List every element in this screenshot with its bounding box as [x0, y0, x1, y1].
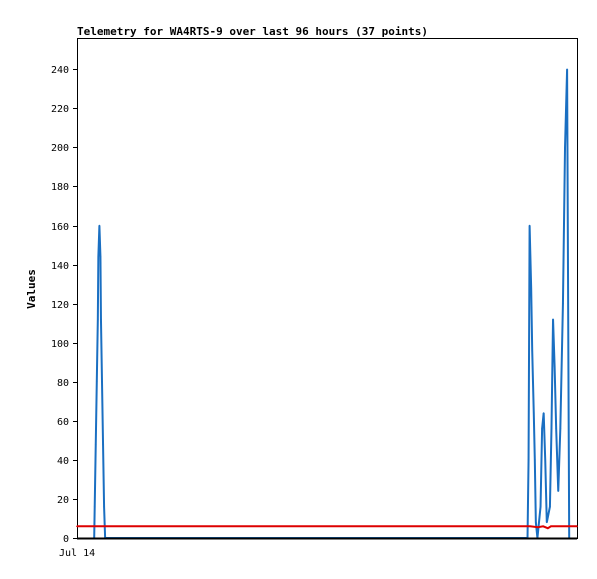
- y-tick-label: 180: [51, 182, 69, 193]
- data-point: [101, 380, 103, 383]
- data-point: [553, 365, 556, 367]
- y-tick-label: 240: [51, 65, 69, 76]
- data-point: [555, 427, 557, 430]
- data-point: [528, 224, 531, 227]
- y-tick-label: 160: [51, 222, 69, 233]
- data-point: [539, 505, 542, 508]
- y-tick-label: 60: [57, 417, 69, 428]
- data-point: [537, 526, 539, 529]
- plot-frame: [77, 38, 578, 539]
- y-tick-label: 140: [51, 261, 69, 272]
- data-point: [535, 521, 537, 524]
- x-tick-label: Jul 14: [59, 548, 95, 559]
- data-point: [530, 287, 532, 289]
- data-point: [562, 302, 564, 305]
- data-point: [99, 255, 102, 258]
- y-tick-label: 20: [57, 495, 69, 506]
- y-axis-label: Values: [25, 269, 38, 309]
- y-axis: 0 20 40 60 80 100 120 140 160 180 200 220 240: [51, 65, 77, 545]
- data-point: [549, 505, 551, 508]
- data-point: [102, 443, 104, 446]
- data-point: [541, 427, 543, 430]
- data-point: [550, 427, 553, 430]
- data-point: [94, 443, 97, 446]
- data-point: [557, 490, 560, 492]
- series-layer: [76, 68, 578, 539]
- data-point: [547, 527, 549, 530]
- series-line-1: [93, 69, 571, 539]
- y-tick-label: 200: [51, 143, 69, 154]
- data-point: [532, 412, 535, 414]
- data-point: [76, 525, 78, 528]
- data-point: [564, 146, 566, 149]
- data-point: [566, 68, 568, 71]
- y-tick-label: 40: [57, 456, 69, 467]
- data-point: [531, 349, 534, 352]
- data-point: [576, 525, 578, 528]
- data-point: [544, 459, 547, 461]
- data-point: [103, 505, 105, 508]
- data-point: [100, 318, 102, 321]
- y-tick-label: 220: [51, 104, 69, 115]
- data-point: [542, 412, 545, 414]
- y-tick-label: 0: [63, 534, 69, 545]
- data-point: [529, 525, 531, 528]
- x-axis: Jul 14: [59, 548, 95, 559]
- chart-title: Telemetry for WA4RTS-9 over last 96 hour…: [77, 25, 428, 38]
- data-point: [552, 318, 554, 321]
- data-point: [97, 255, 100, 258]
- y-tick-label: 80: [57, 378, 69, 389]
- data-point: [95, 380, 98, 383]
- data-point: [545, 521, 548, 524]
- data-point: [527, 459, 530, 461]
- data-point: [93, 505, 96, 508]
- y-tick-label: 120: [51, 300, 69, 311]
- data-point: [559, 427, 562, 430]
- data-point: [550, 525, 552, 528]
- data-point: [534, 459, 536, 461]
- data-point: [97, 318, 99, 321]
- data-point: [542, 525, 544, 528]
- data-point: [98, 224, 101, 227]
- y-tick-label: 100: [51, 339, 69, 350]
